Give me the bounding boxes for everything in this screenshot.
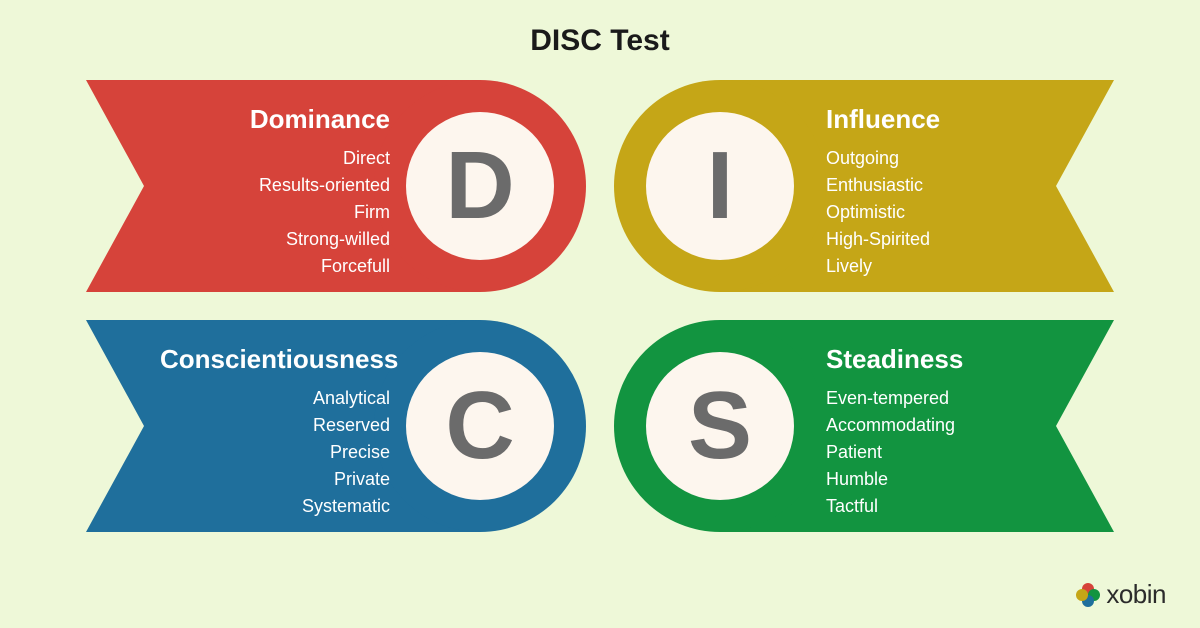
trait: Systematic <box>160 493 390 520</box>
logo-icon <box>1076 583 1100 607</box>
letter-c: C <box>445 378 514 474</box>
trait: Optimistic <box>826 199 1066 226</box>
logo-text: xobin <box>1106 579 1166 610</box>
trait: Accommodating <box>826 412 1066 439</box>
trait: Tactful <box>826 493 1066 520</box>
letter-s: S <box>688 378 752 474</box>
trait: Lively <box>826 253 1066 280</box>
trait: Private <box>160 466 390 493</box>
page-title: DISC Test <box>0 0 1200 58</box>
trait: Enthusiastic <box>826 172 1066 199</box>
heading-steadiness: Steadiness <box>826 344 1066 375</box>
trait: Outgoing <box>826 145 1066 172</box>
quadrant-conscientiousness: Conscientiousness Analytical Reserved Pr… <box>86 320 586 532</box>
trait: Reserved <box>160 412 390 439</box>
letter-circle-c: C <box>406 352 554 500</box>
heading-conscientiousness: Conscientiousness <box>160 344 390 375</box>
traits-dominance: Direct Results-oriented Firm Strong-will… <box>160 145 390 280</box>
content-conscientiousness: Conscientiousness Analytical Reserved Pr… <box>160 344 390 520</box>
quadrant-dominance: Dominance Direct Results-oriented Firm S… <box>86 80 586 292</box>
content-steadiness: Steadiness Even-tempered Accommodating P… <box>826 344 1066 520</box>
content-influence: Influence Outgoing Enthusiastic Optimist… <box>826 104 1066 280</box>
trait: Humble <box>826 466 1066 493</box>
trait: High-Spirited <box>826 226 1066 253</box>
letter-circle-i: I <box>646 112 794 260</box>
letter-i: I <box>707 138 734 234</box>
letter-circle-d: D <box>406 112 554 260</box>
heading-dominance: Dominance <box>160 104 390 135</box>
quadrant-influence: Influence Outgoing Enthusiastic Optimist… <box>614 80 1114 292</box>
trait: Even-tempered <box>826 385 1066 412</box>
trait: Strong-willed <box>160 226 390 253</box>
trait: Precise <box>160 439 390 466</box>
heading-influence: Influence <box>826 104 1066 135</box>
letter-circle-s: S <box>646 352 794 500</box>
quadrant-steadiness: Steadiness Even-tempered Accommodating P… <box>614 320 1114 532</box>
letter-d: D <box>445 138 514 234</box>
logo-petal <box>1076 589 1088 601</box>
content-dominance: Dominance Direct Results-oriented Firm S… <box>160 104 390 280</box>
trait: Analytical <box>160 385 390 412</box>
traits-steadiness: Even-tempered Accommodating Patient Humb… <box>826 385 1066 520</box>
trait: Patient <box>826 439 1066 466</box>
traits-influence: Outgoing Enthusiastic Optimistic High-Sp… <box>826 145 1066 280</box>
trait: Direct <box>160 145 390 172</box>
trait: Firm <box>160 199 390 226</box>
brand-logo: xobin <box>1076 579 1166 610</box>
trait: Forcefull <box>160 253 390 280</box>
traits-conscientiousness: Analytical Reserved Precise Private Syst… <box>160 385 390 520</box>
disc-grid: Dominance Direct Results-oriented Firm S… <box>86 80 1114 550</box>
trait: Results-oriented <box>160 172 390 199</box>
